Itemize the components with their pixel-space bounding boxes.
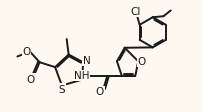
Text: NH: NH (74, 71, 89, 81)
Text: O: O (27, 74, 35, 84)
Text: O: O (95, 86, 104, 96)
Text: O: O (137, 57, 145, 67)
Text: Cl: Cl (130, 7, 140, 17)
Text: S: S (58, 84, 65, 94)
Text: O: O (22, 46, 31, 56)
Text: N: N (82, 56, 90, 66)
